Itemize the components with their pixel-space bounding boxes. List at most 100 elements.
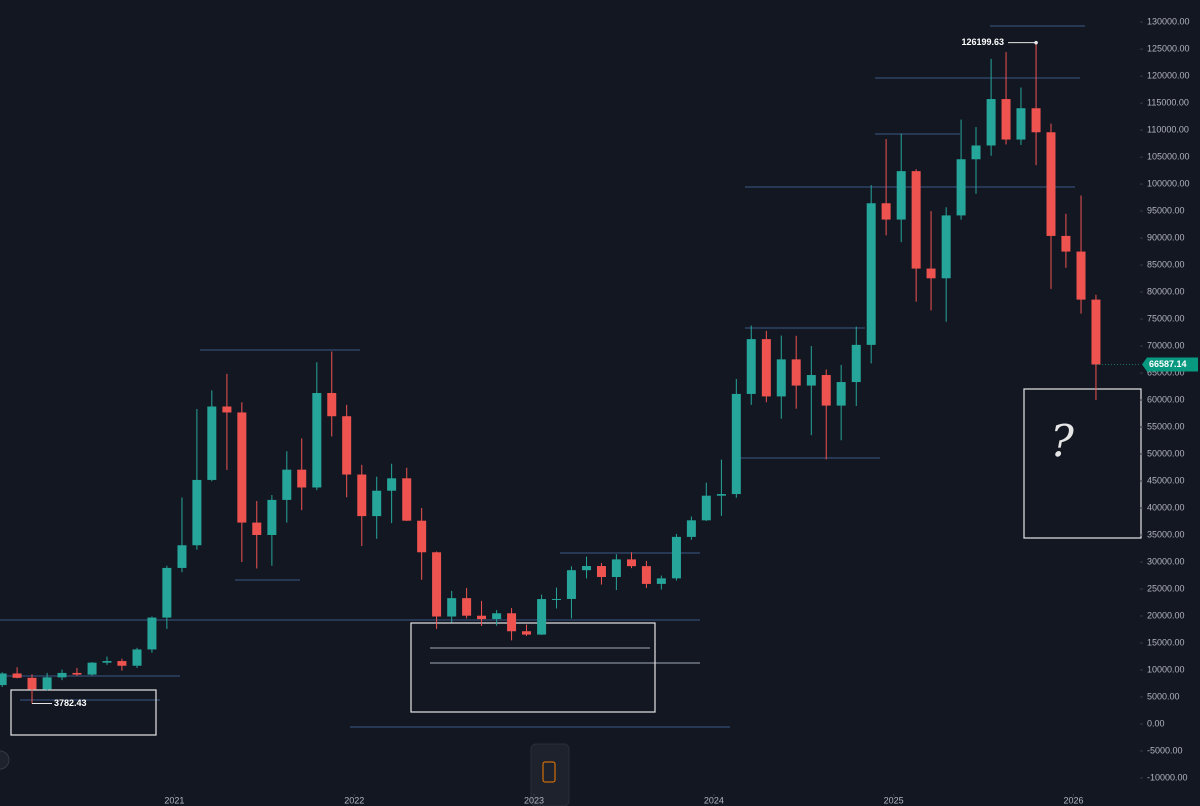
candle-body [1091,299,1101,365]
candle-body [566,570,576,599]
y-tick-label: 35000.00 [1147,529,1185,539]
y-tick-label: 65000.00 [1147,367,1185,377]
candle-body [432,552,442,617]
candle-body [716,494,726,496]
candle-body [1016,108,1026,140]
candle-body [851,344,861,383]
candle-body [671,536,681,579]
candle-body [102,661,112,663]
y-tick-label: 80000.00 [1147,286,1185,296]
candle-body [402,478,412,521]
y-tick-label: 100000.00 [1147,178,1190,188]
candle-body [941,215,951,279]
low-label: 3782.43 [54,698,87,708]
candle-body [312,393,322,488]
candle-body [956,159,966,216]
candle-body [971,145,981,160]
scroll-button[interactable] [0,750,10,770]
candle-body [72,672,82,675]
y-tick-label: 5000.00 [1147,691,1180,701]
candle-body [207,406,217,480]
y-tick-label: 45000.00 [1147,475,1185,485]
candle-body [27,677,37,690]
y-tick-label: 70000.00 [1147,340,1185,350]
y-tick-label: 85000.00 [1147,259,1185,269]
candle-body [537,599,547,635]
toolbar-widget[interactable] [530,743,570,806]
y-tick-label: -10000.00 [1147,772,1188,782]
y-tick-label: 105000.00 [1147,151,1190,161]
candle-body [57,672,67,678]
high-dot [1034,40,1038,45]
candle-body [0,673,7,686]
candle-body [462,598,472,616]
candle-body [641,566,651,584]
y-tick-label: 125000.00 [1147,44,1190,54]
highlight-box [410,622,656,713]
y-tick-label: -5000.00 [1147,745,1183,755]
candle-body [761,339,771,397]
candle-body [297,469,307,488]
candle-body [836,382,846,406]
candle-body [132,649,142,666]
y-tick-label: 15000.00 [1147,637,1185,647]
y-tick-label: 55000.00 [1147,421,1185,431]
candle-body [896,171,906,220]
y-tick-label: 90000.00 [1147,232,1185,242]
x-tick-label: 2021 [164,795,184,805]
candle-body [806,375,816,386]
candle-body [866,203,876,345]
y-tick-label: 40000.00 [1147,502,1185,512]
candle-body [791,359,801,386]
candle-body [1061,235,1071,252]
x-tick-label: 2023 [524,795,544,805]
candle-body [372,490,382,517]
highlight-box [1023,388,1142,539]
candle-body [162,567,172,618]
candle-body [492,613,502,620]
candle-body [1076,251,1086,300]
x-tick-label: 2026 [1063,795,1083,805]
y-tick-label: 110000.00 [1147,124,1189,134]
y-tick-label: 20000.00 [1147,610,1185,620]
candle-body [177,545,187,568]
candle-body [147,617,157,650]
candle-body [267,499,277,535]
candle-body [327,393,337,417]
y-tick-label: 130000.00 [1147,17,1190,27]
high-label: 126199.63 [962,37,1005,47]
x-tick-label: 2024 [704,795,724,805]
y-tick-label: 0.00 [1147,718,1165,728]
candle-body [582,566,592,571]
y-tick-label: 30000.00 [1147,556,1185,566]
candle-body [357,474,367,517]
candle-body [911,171,921,269]
annotation: ? [1050,417,1074,468]
y-tick-label: 120000.00 [1147,70,1190,80]
candle-body [387,478,397,491]
candle-body [701,495,711,521]
last-price-badge [1142,357,1198,372]
candle-body [282,469,292,500]
y-tick-label: 95000.00 [1147,205,1185,215]
last-price-label: 66587.14 [1149,359,1187,369]
highlight-box [10,689,157,736]
candle-body [42,677,52,690]
toolbar-icon[interactable] [542,761,556,783]
y-tick-label: 25000.00 [1147,583,1185,593]
candle-body [746,339,756,394]
candle-body [342,416,352,475]
y-tick-label: 50000.00 [1147,448,1185,458]
candle-body [1001,99,1011,140]
candles [0,42,1101,704]
candle-body [521,631,531,635]
candle-body [776,359,786,397]
candle-body [252,522,262,535]
candle-body [417,520,427,553]
candle-body [986,99,996,146]
candle-body [627,559,636,567]
y-tick-label: 75000.00 [1147,313,1185,323]
candle-body [117,661,127,666]
candle-body [192,479,202,546]
